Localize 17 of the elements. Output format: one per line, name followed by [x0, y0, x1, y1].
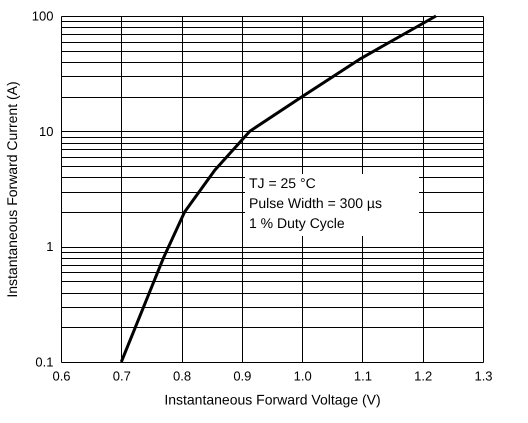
annotation: Pulse Width = 300 µs — [249, 195, 382, 211]
y-tick-label: 100 — [32, 8, 54, 24]
y-tick-label: 10 — [39, 124, 54, 139]
y-axis-title: Instantaneous Forward Current (A) — [4, 81, 20, 298]
x-axis-title: Instantaneous Forward Voltage (V) — [164, 392, 381, 408]
x-tick-label: 1.0 — [294, 368, 312, 384]
x-tick-label: 0.9 — [233, 368, 252, 384]
x-tick-label: 1.1 — [354, 368, 372, 384]
y-tick-label: 1 — [46, 239, 54, 254]
annotation: 1 % Duty Cycle — [249, 215, 345, 231]
y-tick-label: 0.1 — [35, 354, 54, 370]
annotation: TJ = 25 °C — [249, 175, 316, 191]
x-tick-label: 1.2 — [414, 368, 432, 384]
x-tick-label: 0.6 — [52, 368, 71, 384]
x-tick-label: 0.7 — [112, 368, 131, 384]
x-tick-label: 1.3 — [474, 368, 493, 384]
x-tick-label: 0.8 — [173, 368, 192, 384]
